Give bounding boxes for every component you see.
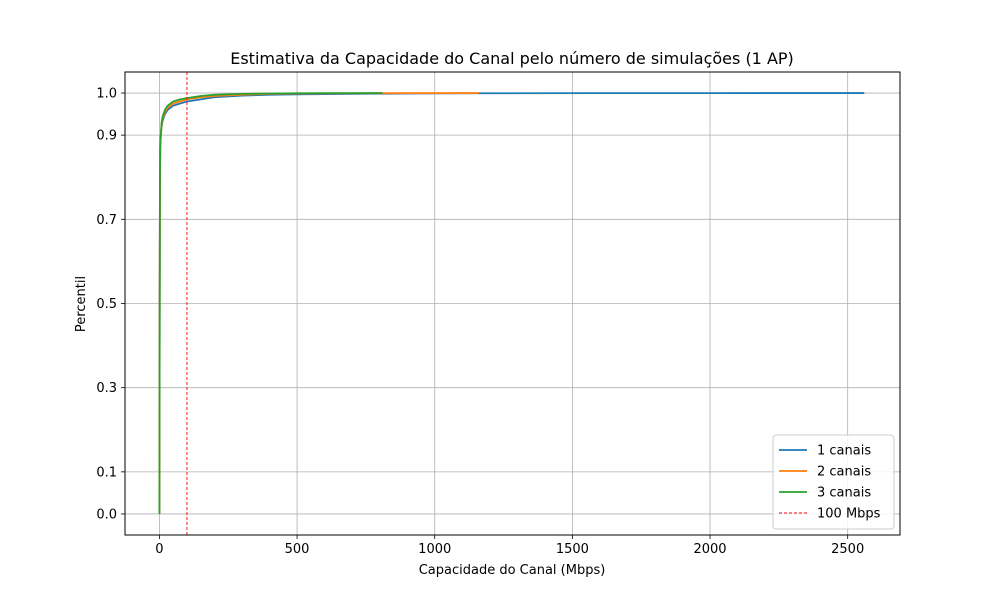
y-tick-label: 1.0 xyxy=(96,87,117,102)
legend-label: 2 canais xyxy=(817,465,871,480)
y-axis-label: Percentil xyxy=(74,276,89,332)
legend-label: 1 canais xyxy=(817,444,871,459)
series-line-3 xyxy=(158,92,383,514)
chart-title: Estimativa da Capacidade do Canal pelo n… xyxy=(230,49,794,68)
y-tick-label: 0.0 xyxy=(96,507,117,522)
y-tick-label: 0.5 xyxy=(96,297,117,312)
x-axis-label: Capacidade do Canal (Mbps) xyxy=(419,563,606,578)
x-tick-label: 2000 xyxy=(693,542,726,557)
x-tick-label: 500 xyxy=(285,542,310,557)
x-tick-label: 2500 xyxy=(831,542,864,557)
legend-box xyxy=(772,434,895,530)
y-tick-label: 0.1 xyxy=(96,465,117,480)
x-tick-label: 0 xyxy=(155,542,163,557)
ticks: 0 500 1000 1500 2000 2500 0.0 0.1 0.3 0.5 0.7 0.9 1.… xyxy=(96,87,864,557)
y-tick-label: 0.9 xyxy=(96,129,117,144)
legend-label: 100 Mbps xyxy=(817,507,881,522)
x-tick-label: 1500 xyxy=(556,542,589,557)
x-tick-label: 1000 xyxy=(418,542,451,557)
y-tick-label: 0.3 xyxy=(96,381,117,396)
plot-area xyxy=(158,72,865,535)
legend: 1 canais 2 canais 3 canais 100 Mbps xyxy=(772,434,895,530)
y-tick-label: 0.7 xyxy=(96,213,117,228)
legend-label: 3 canais xyxy=(817,486,871,501)
